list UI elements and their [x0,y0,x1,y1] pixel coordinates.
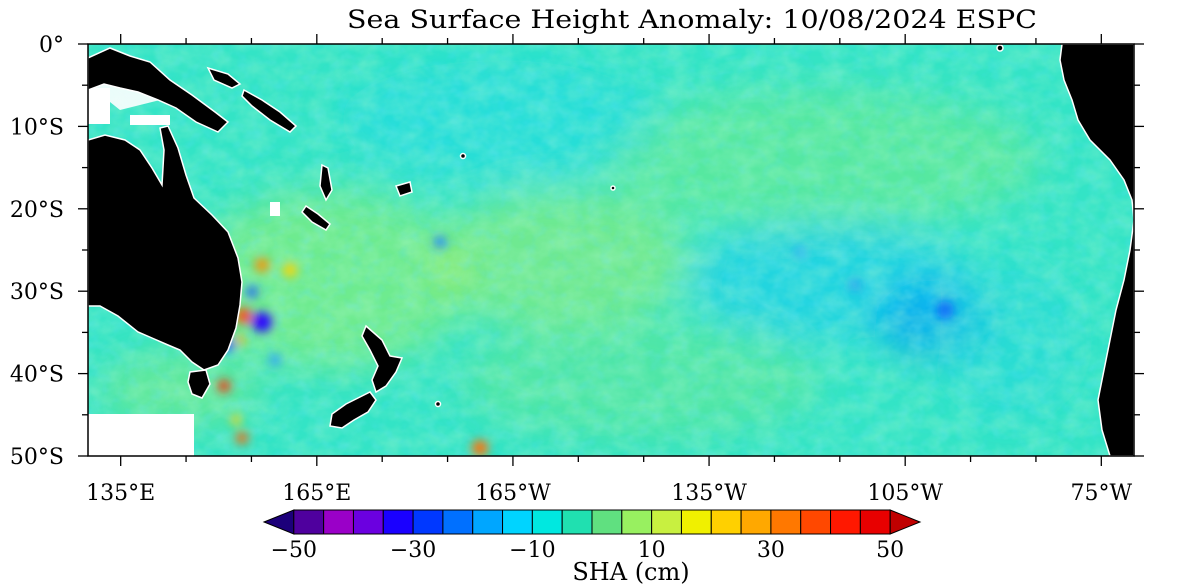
lat-label: 20°S [10,198,64,223]
colorbar-segment [262,509,295,535]
lat-label: 10°S [10,115,64,140]
australia [88,125,243,371]
colorbar-segment [740,509,772,535]
colorbar-segment [621,509,653,535]
colorbar-segment [323,509,354,535]
colorbar-segment [352,509,384,535]
colorbar-tick-label: −10 [509,538,555,563]
new-caledonia [301,204,331,231]
new-zealand-south [329,391,377,429]
lat-label: 30°S [10,280,64,305]
colorbar-segment [591,509,623,535]
vanuatu [319,163,333,202]
colorbar-segment [472,509,504,535]
colorbar-tick-label: 10 [638,538,666,563]
colorbar-label: SHA (cm) [572,558,689,586]
lon-label: 165°W [475,481,551,506]
colorbar-segment [680,509,712,535]
chatham-islands [434,400,442,408]
map-title: Sea Surface Height Anomaly: 10/08/2024 E… [347,5,1037,34]
colorbar-segment [770,509,802,535]
south-america [1059,44,1134,456]
colorbar-tick-label: 50 [876,538,904,563]
bismarck-islands [206,66,242,89]
longitude-ticks: 135°E 165°E 165°W 135°W 105°W 75°W [86,34,1133,506]
colorbar-tick-label: −30 [390,538,436,563]
fiji [394,181,413,197]
galapagos [996,44,1004,52]
colorbar-segment [889,509,922,535]
colorbar-segment [859,509,891,535]
colorbar-tick-labels: −50 −30 −10 10 30 50 [271,538,905,563]
new-guinea [88,47,230,133]
colorbar-segment [710,509,742,535]
colorbar-tick-label: −50 [271,538,317,563]
colorbar-segment [442,509,474,535]
colorbar [262,509,922,535]
sha-map [88,44,1134,456]
colorbar-segment [561,509,593,535]
land-masses [88,44,1134,456]
colorbar-segment [830,509,861,535]
samoa [459,152,467,160]
latitude-ticks: 0° 10°S 20°S 30°S 40°S 50°S [10,33,1144,470]
french-polynesia [610,185,616,191]
colorbar-segment [800,509,832,535]
lat-label: 50°S [10,445,64,470]
colorbar-segment [382,509,414,535]
lat-label: 0° [39,33,64,58]
lon-label: 135°E [86,481,155,506]
colorbar-segment [651,509,682,535]
lon-label: 165°E [282,481,351,506]
colorbar-segment [531,509,563,535]
lon-label: 135°W [671,481,747,506]
lat-label: 40°S [10,363,64,388]
colorbar-segment [293,509,325,535]
lon-label: 105°W [867,481,943,506]
colorbar-tick-label: 30 [757,538,785,563]
solomon-islands [241,88,298,133]
new-zealand-north [361,324,404,394]
lon-label: 75°W [1071,481,1133,506]
colorbar-segment [502,509,533,535]
colorbar-segment [412,509,444,535]
tasmania [187,369,211,399]
